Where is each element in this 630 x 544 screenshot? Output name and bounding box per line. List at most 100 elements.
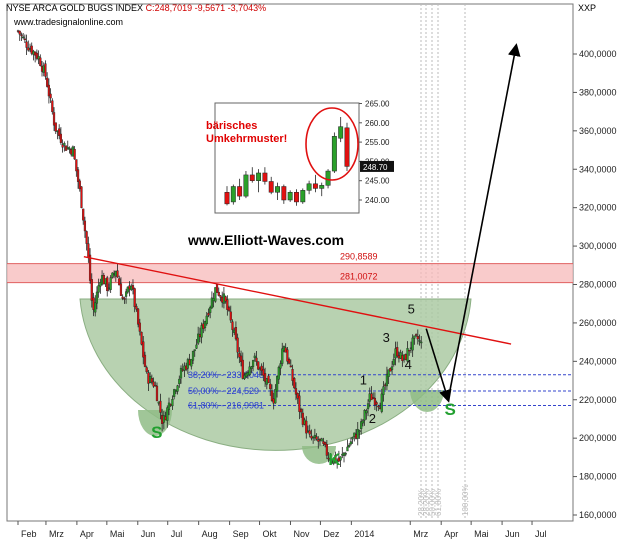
- y-tick-label: 280,0000: [579, 280, 617, 290]
- candle-body: [135, 305, 138, 310]
- candle-body: [279, 363, 282, 369]
- candle-body: [209, 307, 212, 313]
- candle-body: [291, 368, 294, 381]
- candle-body: [59, 133, 62, 143]
- resistance-trendline: [83, 255, 512, 345]
- candle-body: [80, 186, 83, 208]
- wave-label: 1: [360, 372, 367, 387]
- candle-body: [315, 436, 318, 440]
- x-tick-label: Apr: [80, 529, 94, 539]
- candle-body: [234, 327, 238, 340]
- candle-body: [293, 378, 296, 389]
- candle-body: [344, 453, 347, 455]
- x-tick-label: Dez: [323, 529, 340, 539]
- candle-body: [231, 321, 234, 330]
- candle-body: [390, 366, 394, 370]
- projection-arrow: [447, 43, 521, 400]
- candle-body: [191, 350, 195, 361]
- candle-body: [78, 180, 81, 190]
- index-name: NYSE ARCA GOLD BUGS INDEX: [6, 3, 144, 13]
- candle-body: [260, 365, 263, 371]
- candle-body: [142, 341, 145, 358]
- candle-body: [85, 231, 88, 244]
- fib-label: 50,00% - 224,529: [188, 386, 259, 396]
- candle-body: [61, 144, 64, 148]
- candle-body: [380, 393, 383, 412]
- resistance-band-fill: [7, 263, 573, 283]
- source-link[interactable]: www.tradesignalonline.com: [14, 17, 124, 27]
- candle-body: [190, 358, 193, 367]
- inset-candle-body: [319, 185, 325, 189]
- elliott-wave-labels: 1 2 34 5 S K S: [151, 301, 456, 469]
- candle-body: [150, 378, 153, 383]
- inset-y-label: 245.00: [365, 177, 390, 186]
- fib-label: 38,20% - 233,0048: [188, 370, 264, 380]
- candle-body: [255, 357, 258, 362]
- candle-body: [366, 403, 370, 410]
- y-tick-label: 400,0000: [579, 49, 617, 59]
- candle-body: [119, 283, 123, 296]
- candle-body: [248, 366, 251, 375]
- candle-body: [253, 355, 256, 358]
- candle-body: [413, 335, 416, 339]
- candle-body: [270, 390, 274, 401]
- candle-body: [145, 367, 148, 373]
- projected-date-label: 50,00%: [428, 489, 437, 516]
- candle-body: [349, 441, 352, 445]
- inset-candle-body: [287, 192, 293, 201]
- website-watermark: www.Elliott-Waves.com: [188, 232, 345, 248]
- candle-body: [385, 373, 389, 387]
- candle-body: [325, 444, 328, 456]
- candle-body: [300, 409, 303, 413]
- candle-body: [392, 359, 395, 365]
- wave-label: 3: [383, 330, 390, 345]
- x-tick-label: Mrz: [413, 529, 428, 539]
- x-tick-label: Jul: [171, 529, 183, 539]
- candle-body: [274, 389, 277, 404]
- candle-body: [200, 325, 203, 338]
- candle-body: [348, 444, 351, 447]
- candle-body: [88, 254, 92, 281]
- x-tick-label: Jun: [505, 529, 520, 539]
- candle-body: [286, 349, 289, 362]
- fib-label: 61,80% - 216,9981: [188, 401, 264, 411]
- candle-body: [143, 354, 147, 367]
- candle-body: [197, 333, 200, 344]
- inset-candle-body: [294, 192, 299, 203]
- candle-body: [76, 169, 80, 182]
- pattern-label: S: [445, 400, 456, 419]
- candlestick-series: [16, 29, 423, 469]
- projected-date-label: 100,00%: [461, 484, 470, 516]
- candle-body: [217, 291, 220, 296]
- projected-date-label: 28,20%: [422, 489, 431, 516]
- candle-body: [317, 439, 320, 442]
- candle-body: [49, 93, 52, 99]
- candle-body: [63, 143, 66, 146]
- projection-arrow: [425, 328, 452, 403]
- inset-candle-body: [256, 172, 262, 181]
- candle-body: [131, 285, 135, 290]
- candle-body: [125, 291, 128, 297]
- y-tick-label: 180,0000: [579, 472, 617, 482]
- y-tick-label: 360,0000: [579, 126, 617, 136]
- candle-body: [250, 366, 253, 370]
- candle-body: [66, 146, 69, 149]
- candle-body: [414, 334, 418, 336]
- candle-body: [334, 454, 337, 463]
- candle-body: [94, 302, 97, 313]
- quote-text: C:248,7019 -9,5671 -3,7043%: [145, 3, 267, 13]
- inset-annotation: bärisches Umkehrmuster!: [206, 120, 288, 145]
- x-tick-label: Mrz: [49, 529, 64, 539]
- candle-body: [361, 420, 364, 424]
- pattern-label: S: [151, 423, 162, 442]
- candle-body: [320, 438, 323, 442]
- inset-candle-body: [224, 192, 230, 205]
- band-lower-label: 281,0072: [340, 272, 378, 282]
- x-tick-label: Feb: [21, 529, 37, 539]
- candle-body: [118, 278, 121, 286]
- x-tick-label: 2014: [354, 529, 374, 539]
- candle-body: [215, 284, 219, 293]
- candle-body: [236, 337, 239, 353]
- inset-candle-body: [230, 186, 236, 203]
- inset-chart: 265.00260.00255.00250.00245.00240.00248.…: [214, 100, 394, 214]
